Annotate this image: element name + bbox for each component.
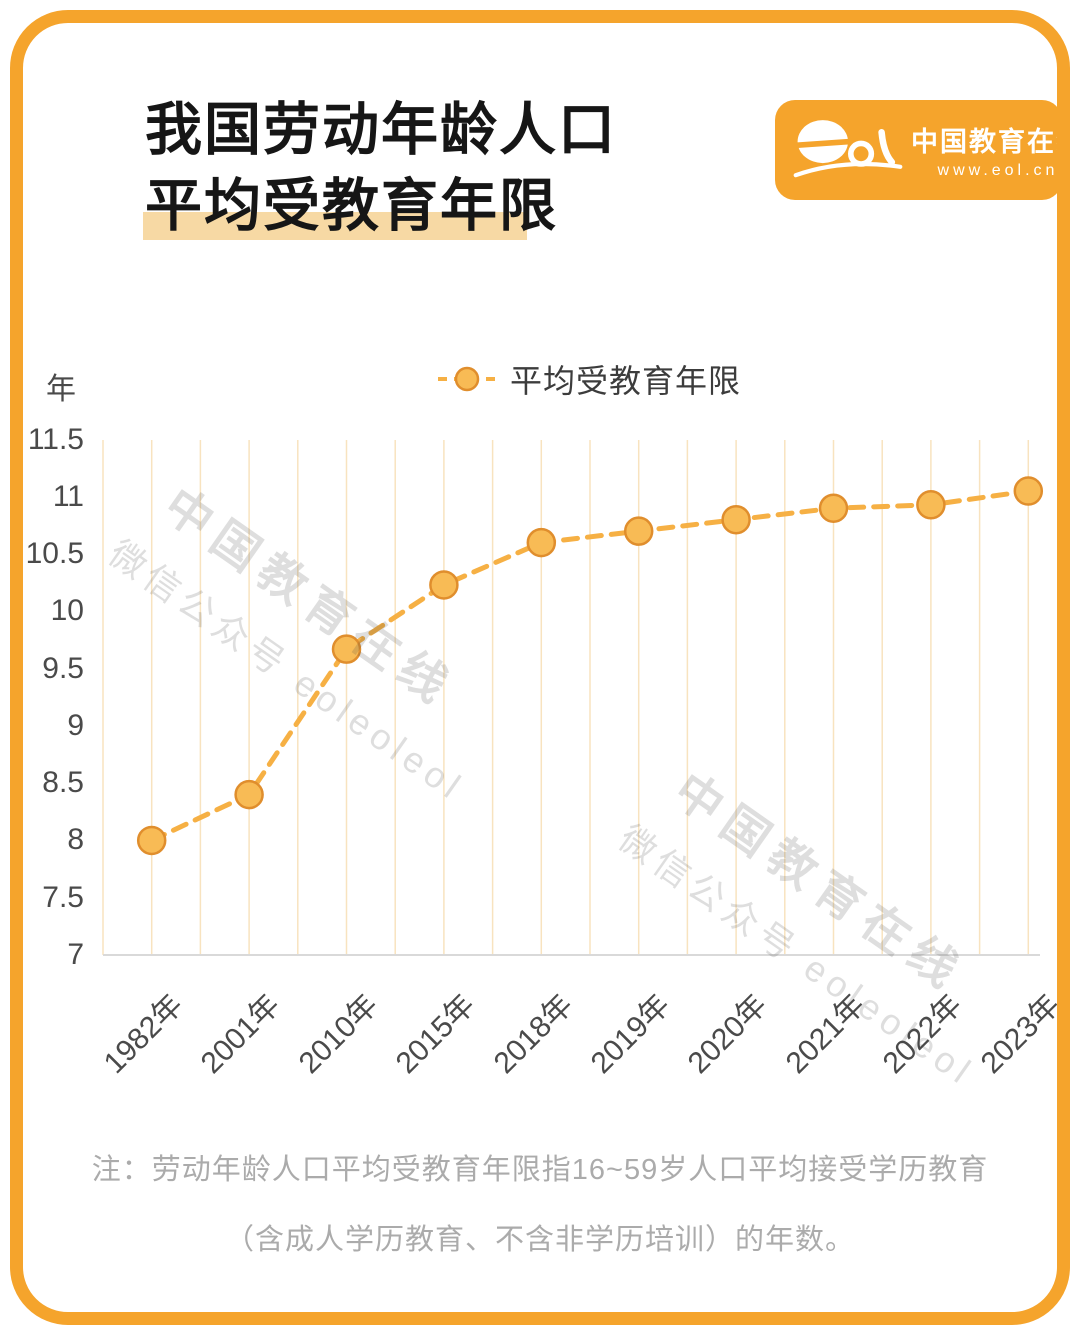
y-axis-unit-label: 年	[46, 373, 76, 406]
title-highlight-bar	[143, 212, 527, 240]
legend-item[interactable]: 平均受教育年限	[438, 356, 741, 402]
y-tick-label: 10.5	[25, 537, 84, 571]
brand-url: www.eol.cn	[937, 162, 1059, 179]
legend-marker-icon	[438, 366, 496, 392]
y-tick-label: 9.5	[42, 651, 84, 685]
data-point-2022年[interactable]	[916, 490, 946, 520]
eol-logo: 中国教育在线 www.eol.cn	[775, 100, 1080, 200]
y-tick-label: 10	[50, 594, 84, 628]
data-point-2019年[interactable]	[623, 516, 654, 546]
data-point-2020年[interactable]	[721, 504, 751, 535]
data-point-1982年[interactable]	[136, 825, 167, 856]
y-tick-label: 8	[67, 823, 84, 857]
brand-name: 中国教育在线	[911, 127, 1080, 157]
y-tick-label: 7	[67, 938, 84, 971]
legend-label: 平均受教育年限	[510, 363, 742, 399]
data-point-2010年[interactable]	[331, 634, 362, 664]
page-title: 我国劳动年龄人口 平均受教育年限	[143, 92, 617, 244]
y-tick-label: 7.5	[42, 880, 84, 914]
eol-logo-icon	[793, 120, 903, 178]
title-line-2: 平均受教育年限	[145, 174, 558, 238]
footnote-line-1: 注：劳动年龄人口平均受教育年限指16~59岁人口平均接受学历教育	[91, 1154, 989, 1186]
data-point-2015年[interactable]	[429, 570, 459, 600]
data-point-2001年[interactable]	[234, 779, 264, 810]
y-tick-label: 9	[67, 708, 84, 742]
data-point-2018年[interactable]	[526, 527, 557, 558]
y-tick-label: 8.5	[42, 766, 84, 800]
series-line	[149, 488, 1031, 843]
y-tick-label: 11.5	[27, 422, 84, 456]
footnote-line-2: （含成人学历教育、不含非学历培训）的年数。	[224, 1224, 855, 1256]
eol-logo-text: 中国教育在线 www.eol.cn	[911, 120, 1080, 180]
title-line-1: 我国劳动年龄人口	[145, 98, 617, 162]
data-point-2021年[interactable]	[818, 493, 849, 523]
y-tick-label: 11	[52, 479, 84, 513]
data-point-2023年[interactable]	[1013, 476, 1044, 506]
